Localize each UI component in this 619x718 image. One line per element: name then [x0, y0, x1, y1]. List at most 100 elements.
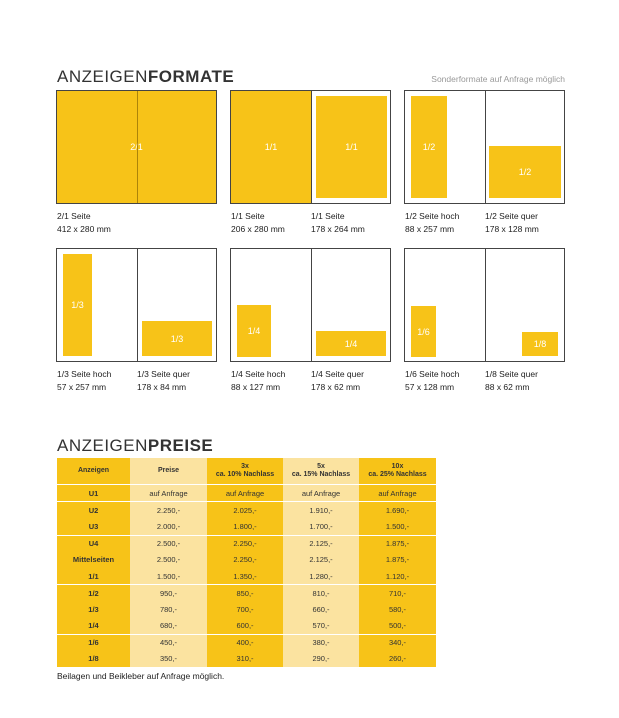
ad-1-1-type: 1/1 [316, 96, 387, 198]
price-cell: 2.125,- [283, 534, 359, 552]
caption-1-4-hoch: 1/4 Seite hoch 88 x 127 mm [231, 369, 286, 392]
price-cell: auf Anfrage [207, 483, 283, 502]
ad-label: 1/1 [264, 142, 278, 152]
price-cell: 600,- [207, 617, 283, 635]
spread-1-4: 1/4 1/4 [230, 248, 391, 362]
ad-2-1: 2/1 [57, 91, 216, 203]
ad-1-4-hoch: 1/4 [237, 305, 271, 357]
price-cell: 2.250,- [207, 551, 283, 568]
price-cell: 260,- [359, 650, 436, 668]
price-cell: 500,- [359, 617, 436, 635]
ad-label: 1/8 [533, 339, 547, 349]
price-cell: 2.500,- [130, 534, 207, 552]
price-cell: 400,- [207, 633, 283, 651]
ad-1-4-quer: 1/4 [316, 331, 386, 356]
table-row: 1/2 950,- 850,- 810,- 710,- [57, 584, 436, 602]
caption-2-1: 2/1 Seite 412 x 280 mm [57, 211, 111, 234]
row-label: U4 [57, 534, 130, 552]
table-row: 1/1 1.500,- 1.350,- 1.280,- 1.120,- [57, 567, 436, 585]
price-cell: auf Anfrage [359, 483, 436, 502]
row-label: Mittelseiten [57, 551, 130, 568]
ad-label: 1/4 [344, 338, 358, 349]
caption-1-4-quer: 1/4 Seite quer 178 x 62 mm [311, 369, 364, 392]
table-row: Mittelseiten 2.500,- 2.250,- 2.125,- 1.875,- [57, 551, 436, 568]
spread-1-2: 1/2 1/2 [404, 90, 565, 204]
spread-fold [137, 91, 138, 203]
col-header-10x: 10x ca. 25% Nachlass [359, 458, 436, 485]
col-header-anzeigen: Anzeigen [57, 458, 130, 485]
price-table-header: Anzeigen Preise 3x ca. 10% Nachlass 5x ca.… [57, 458, 436, 485]
caption-1-1-b: 1/1 Seite 178 x 264 mm [311, 211, 365, 234]
price-cell: 1.350,- [207, 567, 283, 585]
col-header-5x: 5x ca. 15% Nachlass [283, 458, 359, 485]
ad-label: 1/3 [71, 300, 84, 310]
table-row: 1/4 680,- 600,- 570,- 500,- [57, 617, 436, 635]
row-label: 1/2 [57, 584, 130, 602]
caption-1-6-hoch: 1/6 Seite hoch 57 x 128 mm [405, 369, 460, 392]
spread-1-3: 1/3 1/3 [56, 248, 217, 362]
ad-label: 1/2 [422, 142, 436, 152]
price-cell: 700,- [207, 601, 283, 618]
spread-fold [137, 249, 138, 361]
caption-1-2-quer: 1/2 Seite quer 178 x 128 mm [485, 211, 539, 234]
ad-label: 1/2 [518, 167, 532, 177]
ad-1-1-bleed: 1/1 [231, 91, 311, 203]
ad-1-3-quer: 1/3 [142, 321, 212, 356]
row-label: U1 [57, 483, 130, 502]
price-cell: 810,- [283, 584, 359, 602]
formats-heading: ANZEIGENFORMATE [57, 67, 235, 86]
row-label: U3 [57, 518, 130, 536]
table-row: 1/8 350,- 310,- 290,- 260,- [57, 650, 436, 668]
table-row: 1/6 450,- 400,- 380,- 340,- [57, 633, 436, 651]
price-cell: 1.910,- [283, 501, 359, 519]
spread-1-1: 1/1 1/1 [230, 90, 391, 204]
col-header-preise: Preise [130, 458, 207, 485]
price-cell: 1.120,- [359, 567, 436, 585]
price-cell: 950,- [130, 584, 207, 602]
price-cell: 290,- [283, 650, 359, 668]
price-cell: 1.700,- [283, 518, 359, 536]
ad-label: 1/3 [170, 333, 184, 344]
price-cell: 1.500,- [130, 567, 207, 585]
price-cell: 780,- [130, 601, 207, 618]
table-row: U1 auf Anfrage auf Anfrage auf Anfrage auf A… [57, 483, 436, 502]
ad-label: 1/4 [247, 326, 261, 336]
caption-1-8-quer: 1/8 Seite quer 88 x 62 mm [485, 369, 538, 392]
price-cell: 1.280,- [283, 567, 359, 585]
row-label: U2 [57, 501, 130, 519]
price-cell: 1.800,- [207, 518, 283, 536]
price-cell: 2.125,- [283, 551, 359, 568]
special-formats-note: Sonderformate auf Anfrage möglich [431, 74, 565, 84]
caption-1-3-hoch: 1/3 Seite hoch 57 x 257 mm [57, 369, 112, 392]
price-cell: 680,- [130, 617, 207, 635]
table-row: 1/3 780,- 700,- 660,- 580,- [57, 601, 436, 618]
price-cell: 2.250,- [130, 501, 207, 519]
price-cell: 2.250,- [207, 534, 283, 552]
row-label: 1/3 [57, 601, 130, 618]
row-label: 1/6 [57, 633, 130, 651]
price-cell: 660,- [283, 601, 359, 618]
prices-heading: ANZEIGENPREISE [57, 436, 214, 455]
price-cell: 2.500,- [130, 551, 207, 568]
table-row: U2 2.250,- 2.025,- 1.910,- 1.690,- [57, 501, 436, 519]
table-row: U4 2.500,- 2.250,- 2.125,- 1.875,- [57, 534, 436, 552]
price-cell: 380,- [283, 633, 359, 651]
price-cell: 1.500,- [359, 518, 436, 536]
price-cell: 340,- [359, 633, 436, 651]
price-cell: 570,- [283, 617, 359, 635]
spread-fold [311, 91, 312, 203]
col-header-3x: 3x ca. 10% Nachlass [207, 458, 283, 485]
price-cell: 1.875,- [359, 551, 436, 568]
price-cell: 850,- [207, 584, 283, 602]
price-cell: 710,- [359, 584, 436, 602]
ad-1-6-hoch: 1/6 [411, 306, 436, 357]
ad-1-8-quer: 1/8 [522, 332, 558, 356]
ad-1-3-hoch: 1/3 [63, 254, 92, 356]
table-row: U3 2.000,- 1.800,- 1.700,- 1.500,- [57, 518, 436, 536]
ad-1-2-hoch: 1/2 [411, 96, 447, 198]
ad-1-2-quer: 1/2 [489, 146, 561, 198]
spread-fold [311, 249, 312, 361]
price-cell: 2.000,- [130, 518, 207, 536]
ad-label: 1/1 [345, 142, 358, 152]
ad-label: 2/1 [130, 142, 143, 152]
